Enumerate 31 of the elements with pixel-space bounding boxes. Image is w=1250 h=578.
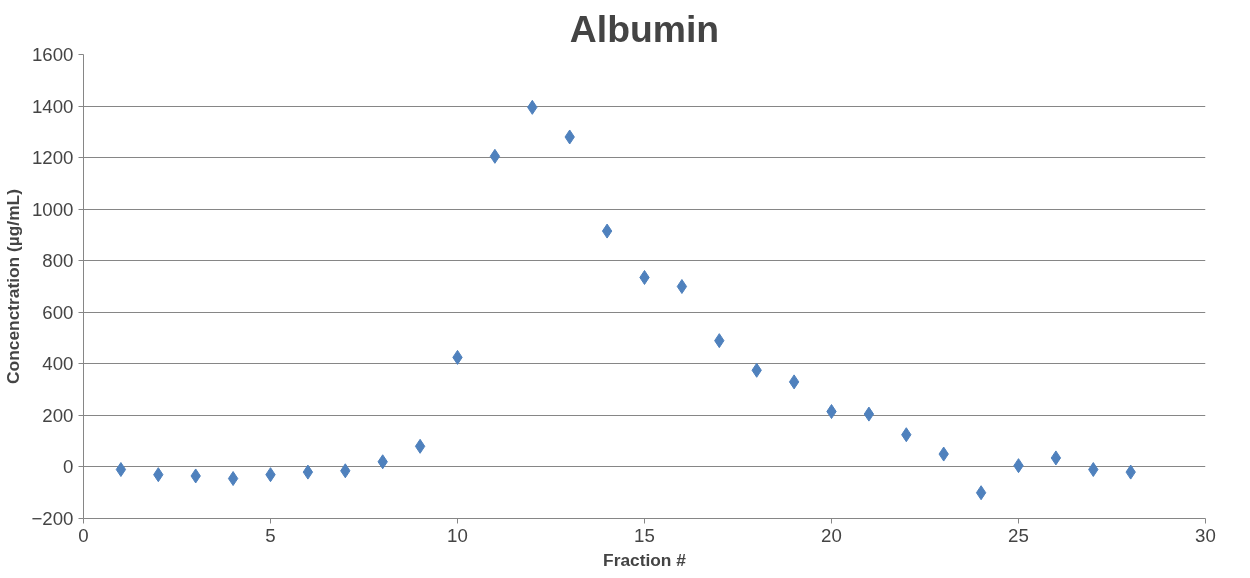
point — [302, 464, 314, 480]
y-tick-label: −200 — [31, 508, 74, 529]
x-tick-label: 25 — [1008, 524, 1029, 546]
x-tick-label: 0 — [78, 524, 89, 546]
y-tick-label: 1400 — [32, 95, 74, 117]
y-tick-label: 400 — [42, 353, 74, 375]
y-tick-label: 1600 — [32, 44, 74, 65]
y-tick-label: 1200 — [32, 147, 74, 169]
x-axis-title: Fraction # — [603, 549, 687, 570]
y-tick-label: 1000 — [32, 198, 74, 220]
x-tick-label: 10 — [447, 524, 468, 546]
point — [489, 148, 501, 164]
point — [975, 485, 987, 501]
point — [414, 438, 426, 454]
y-tick-label: 200 — [42, 404, 74, 426]
point — [676, 279, 688, 294]
point — [1050, 450, 1062, 466]
point — [863, 406, 875, 422]
y-tick-label: 800 — [42, 250, 74, 272]
x-tick-label: 20 — [821, 524, 842, 546]
y-tick-label: 600 — [42, 301, 74, 323]
x-tick-label: 30 — [1195, 524, 1216, 546]
y-tick-label: 0 — [63, 456, 74, 478]
x-tick-label: 15 — [634, 524, 655, 546]
point — [601, 223, 613, 239]
y-axis-title: Concenctration (µg/mL) — [3, 189, 24, 384]
point — [227, 471, 239, 487]
x-tick-label: 5 — [265, 524, 276, 546]
point — [115, 462, 127, 478]
point — [788, 374, 800, 390]
chart-title: Albumin — [569, 7, 720, 50]
